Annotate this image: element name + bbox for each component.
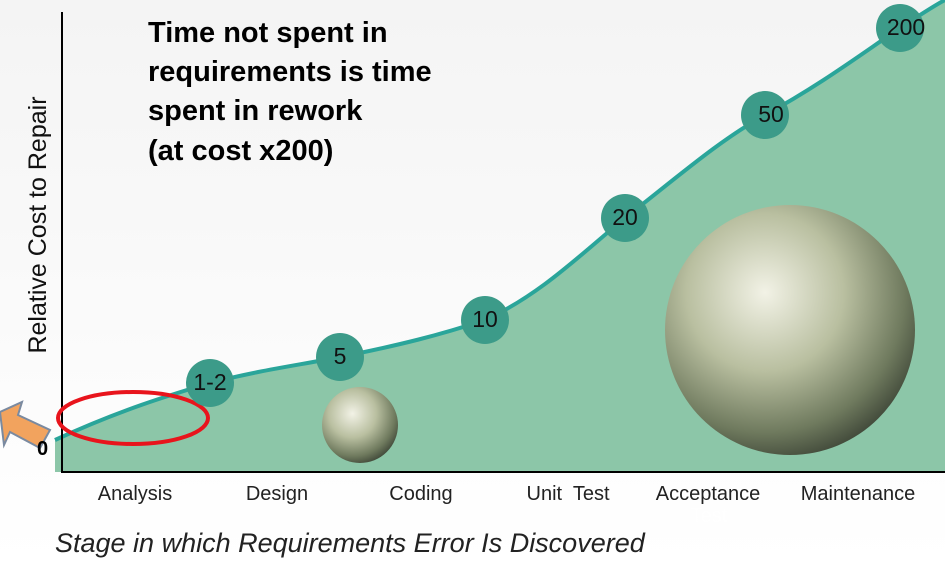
- point-label: 50: [758, 101, 784, 127]
- stage-label: Coding: [389, 483, 452, 505]
- point-marker: [461, 296, 509, 344]
- point-label: 20: [612, 204, 638, 230]
- point-marker: [316, 333, 364, 381]
- point-marker: [741, 91, 789, 139]
- y-axis-label: Relative Cost to Repair: [24, 96, 52, 353]
- stage-label: Unit Test: [527, 483, 610, 505]
- money-ball-large: [665, 205, 915, 455]
- point-marker: [601, 194, 649, 242]
- point-label: 200: [887, 14, 925, 40]
- stage-label: Design: [246, 483, 308, 505]
- title-line: spent in rework: [148, 95, 363, 127]
- title-line: requirements is time: [148, 56, 432, 88]
- point-markers: [186, 4, 924, 407]
- stage-label: Acceptance: [656, 483, 761, 505]
- point-marker: [876, 4, 924, 52]
- stage-sublabel: Test: [691, 505, 728, 527]
- title-line: Time not spent in: [148, 17, 388, 49]
- stage-label: Analysis: [98, 483, 172, 505]
- origin-label: 0: [37, 438, 48, 460]
- arrow: [0, 400, 52, 450]
- money-ball-small: [322, 387, 398, 463]
- highlight-ellipse: [56, 390, 210, 446]
- point-label: 5: [334, 343, 347, 369]
- point-marker: [186, 359, 234, 407]
- title-line: (at cost x200): [148, 135, 333, 167]
- x-axis-label: Stage in which Requirements Error Is Dis…: [55, 528, 646, 558]
- stage-label: Maintenance: [801, 483, 916, 505]
- point-label: 10: [472, 306, 498, 332]
- point-label: 1-2: [193, 369, 226, 395]
